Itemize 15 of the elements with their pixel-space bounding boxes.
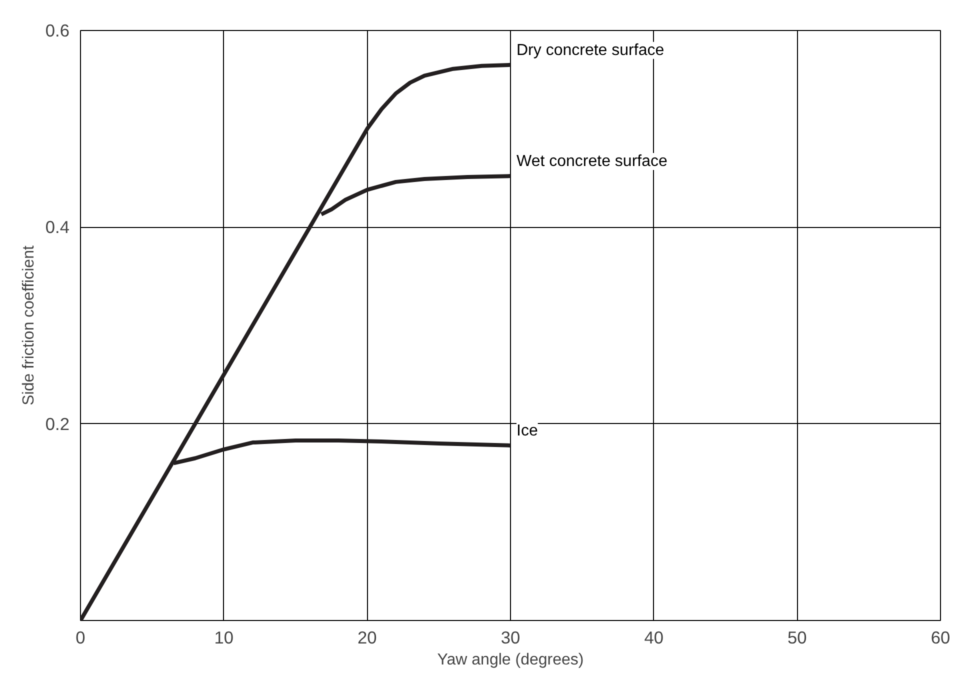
- x-axis-title: Yaw angle (degrees): [437, 652, 584, 668]
- x-tick-label: 20: [358, 628, 377, 648]
- series-label: Ice: [516, 422, 538, 440]
- x-tick-label: 10: [214, 628, 234, 648]
- x-tick-label: 40: [644, 628, 664, 648]
- y-tick-label: 0.4: [45, 217, 70, 238]
- y-axis-title: Side friction coefficient: [20, 245, 38, 406]
- series-label: Wet concrete surface: [516, 153, 668, 170]
- x-tick-label: 0: [76, 628, 86, 648]
- y-tick-label: 0.6: [45, 20, 70, 40]
- x-tick-label: 50: [788, 628, 807, 648]
- x-tick-label: 60: [930, 628, 950, 648]
- x-tick-label: 30: [500, 628, 520, 648]
- series-label: Dry concrete surface: [516, 42, 664, 59]
- y-tick-label: 0.2: [45, 414, 70, 434]
